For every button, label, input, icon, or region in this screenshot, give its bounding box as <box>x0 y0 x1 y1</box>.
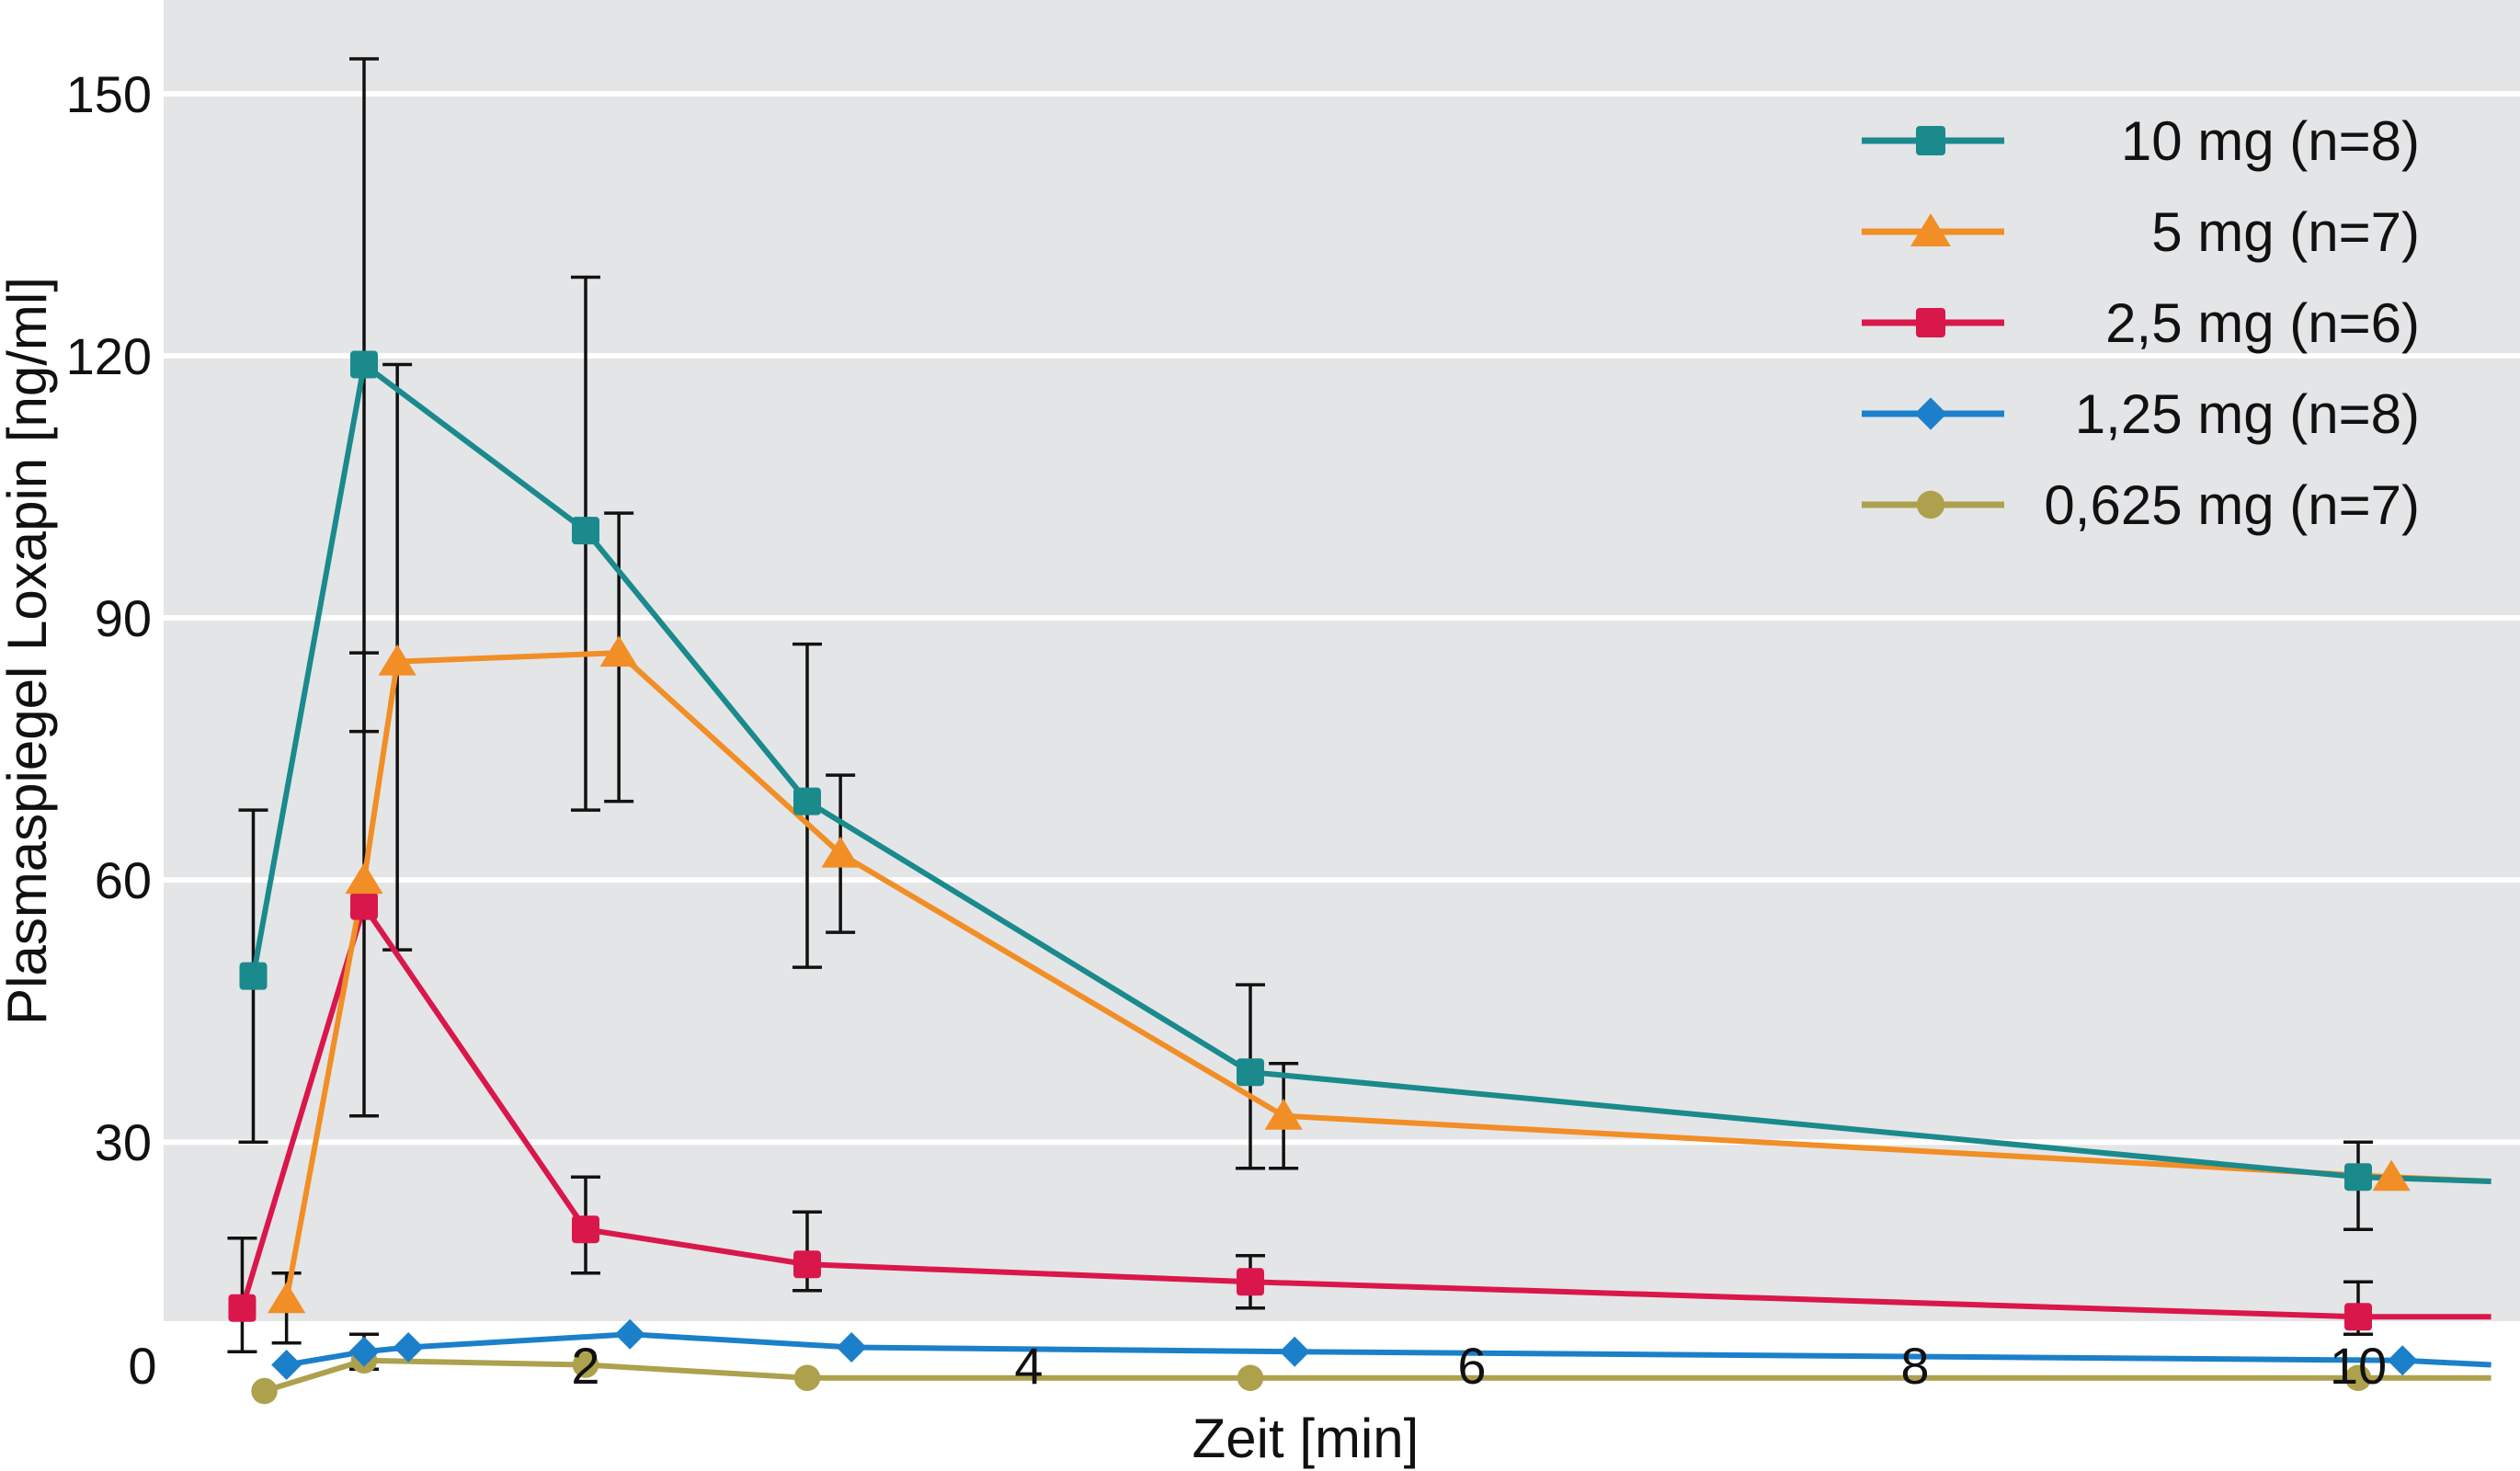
x-axis-ticks: 0 2 4 6 8 10 <box>128 1337 2387 1395</box>
legend-swatch-marker <box>1916 126 1945 155</box>
series-line <box>286 1331 2491 1368</box>
data-point <box>572 1351 599 1378</box>
y-tick-label: 60 <box>95 851 152 909</box>
data-point <box>1237 1058 1264 1087</box>
legend-item: 1,25 mg (n=8) <box>1862 383 2420 445</box>
y-tick-label: 30 <box>95 1113 152 1171</box>
data-point <box>2344 1303 2372 1331</box>
legend-swatch-marker <box>1916 490 1945 519</box>
x-tick-label: 10 <box>2330 1337 2387 1395</box>
legend-label: 5 mg (n=7) <box>2151 201 2420 263</box>
data-point <box>348 1336 380 1367</box>
x-tick-label: 2 <box>571 1337 599 1395</box>
legend-label: 1,25 mg (n=8) <box>2075 383 2420 445</box>
data-point <box>2344 1163 2372 1192</box>
data-point <box>793 1364 821 1392</box>
data-point <box>1264 1098 1303 1130</box>
legend-swatch-marker <box>1914 397 1947 430</box>
plot-background <box>164 0 2520 1321</box>
data-point <box>228 1294 257 1322</box>
data-point <box>378 644 416 676</box>
x-axis-title: Zeit [min] <box>1192 1408 1420 1469</box>
data-point <box>572 1215 599 1244</box>
data-point <box>271 1350 302 1381</box>
data-point <box>572 517 599 545</box>
x-tick-label: 8 <box>1900 1337 1929 1395</box>
series-markers <box>228 350 2418 1405</box>
legend-swatch-marker <box>1910 213 1951 246</box>
legend-item: 2,5 mg (n=6) <box>1862 292 2420 354</box>
legend-swatch-marker <box>1916 308 1945 337</box>
data-point <box>836 1332 867 1363</box>
x-tick-label: 0 <box>128 1337 156 1395</box>
legend-item: 5 mg (n=7) <box>1862 201 2420 263</box>
legend-label: 0,625 mg (n=7) <box>2044 474 2420 536</box>
data-point <box>268 1282 306 1314</box>
series-line <box>283 650 2491 1300</box>
data-point <box>345 862 383 895</box>
y-axis-ticks: 30 60 90 120 150 <box>66 65 152 1171</box>
y-tick-label: 90 <box>95 589 152 647</box>
data-point <box>350 892 378 920</box>
legend-label: 2,5 mg (n=6) <box>2105 292 2420 354</box>
x-tick-label: 6 <box>1457 1337 1486 1395</box>
data-point <box>1279 1336 1310 1367</box>
data-point <box>239 962 268 990</box>
data-point <box>350 350 378 379</box>
legend-label: 10 mg (n=8) <box>2121 110 2420 172</box>
legend-item: 10 mg (n=8) <box>1862 110 2420 172</box>
y-tick-label: 120 <box>66 327 152 385</box>
x-tick-label: 4 <box>1014 1337 1043 1395</box>
gridlines <box>164 91 2520 1146</box>
data-point <box>2372 1159 2411 1192</box>
y-tick-label: 150 <box>66 65 152 123</box>
data-point <box>2387 1345 2418 1376</box>
data-point <box>251 1377 278 1405</box>
legend-item: 0,625 mg (n=7) <box>1862 474 2420 536</box>
data-point <box>393 1332 424 1363</box>
data-point <box>793 787 821 815</box>
y-axis-title: Plasmaspiegel Loxapin [ng/ml] <box>0 277 58 1025</box>
legend: 10 mg (n=8) 5 mg (n=7) 2,5 mg (n=6) 1,25 mg… <box>1862 110 2420 536</box>
data-point <box>793 1250 821 1279</box>
data-point <box>599 635 638 667</box>
data-point <box>2344 1364 2372 1392</box>
data-point <box>614 1318 645 1350</box>
data-point <box>821 836 860 868</box>
data-point <box>1237 1364 1264 1392</box>
data-point <box>1237 1268 1264 1296</box>
